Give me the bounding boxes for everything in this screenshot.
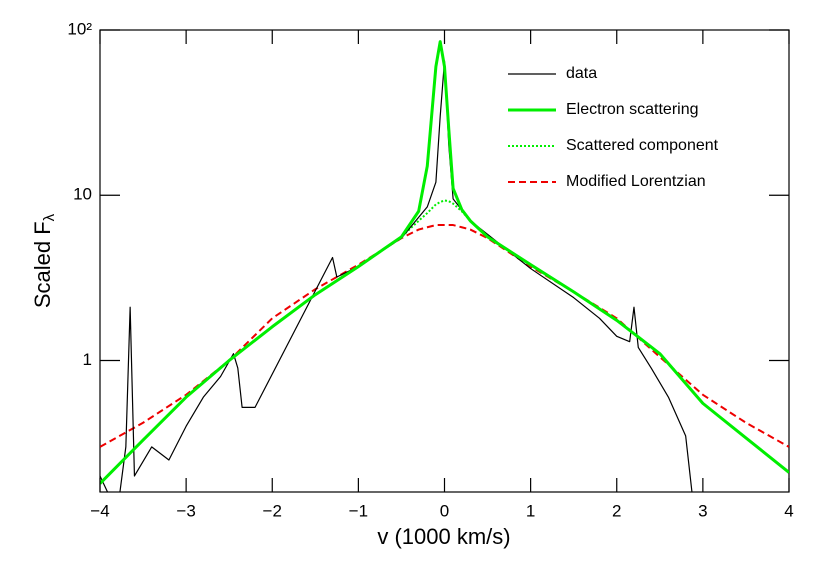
x-tick-label: −4 (90, 501, 109, 520)
legend-label: Scattered component (566, 137, 719, 154)
y-axis-title-text: Scaled F (30, 221, 55, 308)
legend-label: data (566, 65, 597, 82)
x-tick-label: 1 (526, 501, 535, 520)
legend-label: Modified Lorentzian (566, 173, 706, 190)
x-tick-label: 2 (612, 501, 621, 520)
x-tick-label: −1 (349, 501, 368, 520)
x-tick-label: 3 (698, 501, 707, 520)
y-axis-title: Scaled Fλ (30, 213, 58, 308)
x-tick-label: 4 (784, 501, 793, 520)
x-tick-label: −2 (263, 501, 282, 520)
x-tick-label: 0 (440, 501, 449, 520)
plot-frame (99, 29, 790, 493)
y-tick-label: 10 (73, 185, 92, 204)
series-line (100, 40, 789, 485)
x-tick-label: −3 (176, 501, 195, 520)
y-tick-label: 1 (83, 350, 92, 369)
y-tick-label: 10² (67, 19, 92, 38)
series-line (100, 224, 789, 448)
x-axis-title: v (1000 km/s) (377, 524, 510, 549)
legend-label: Electron scattering (566, 101, 699, 118)
y-axis-title-subscript: λ (41, 213, 58, 221)
curves (100, 40, 789, 492)
series-line (100, 60, 693, 492)
